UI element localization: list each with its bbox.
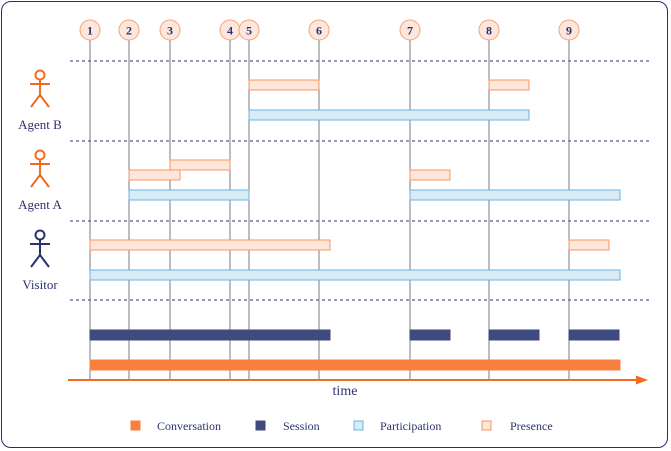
time-axis-arrow-icon [636,375,648,385]
person-head [34,69,46,81]
legend-label: Session [283,419,320,433]
marker-circle [238,19,260,41]
marker-circle [159,19,181,41]
participation-bar [248,109,530,121]
marker-circle [399,19,421,41]
marker-6: 6 [308,19,330,41]
person-leg [30,174,41,188]
legend-item-presence: Presence [481,419,553,433]
legend-label: Conversation [157,419,221,433]
marker-7: 7 [399,19,421,41]
person-icon [30,69,50,108]
presence-bar [409,169,451,181]
legend-swatch [353,420,364,431]
marker-circle [118,19,140,41]
presence-bar [169,159,231,171]
marker-label: 1 [87,24,93,38]
marker-9: 9 [558,19,580,41]
legend-item-conversation: Conversation [130,419,221,433]
person-head [34,229,46,241]
session-bar [89,329,331,341]
marker-5: 5 [238,19,260,41]
marker-circle [308,19,330,41]
session-bar [488,329,540,341]
actor-label: Agent B [18,117,62,132]
actor-agent-b: Agent B [18,69,62,132]
actor-label: Visitor [22,277,58,292]
person-head [34,149,46,161]
presence-bar [89,239,331,251]
participation-bar [409,189,621,201]
session-bar [409,329,451,341]
legend-label: Presence [510,419,553,433]
presence-bar [488,79,530,91]
marker-circle [478,19,500,41]
marker-label: 3 [167,24,173,38]
legend-label: Participation [380,419,441,433]
marker-8: 8 [478,19,500,41]
marker-label: 9 [566,24,572,38]
person-leg [30,254,41,268]
marker-1: 1 [79,19,101,41]
person-leg [39,174,50,188]
marker-3: 3 [159,19,181,41]
marker-label: 5 [246,24,252,38]
person-leg [30,94,41,108]
marker-circle [79,19,101,41]
person-leg [39,254,50,268]
actor-agent-a: Agent A [18,149,62,212]
marker-4: 4 [219,19,241,41]
presence-bar [568,239,610,251]
legend-item-participation: Participation [353,419,441,433]
legend-swatch [255,420,266,431]
marker-circle [558,19,580,41]
person-leg [39,94,50,108]
marker-label: 7 [407,24,413,38]
participation-bar [89,269,621,281]
participation-bar [128,189,250,201]
marker-label: 6 [316,24,322,38]
marker-2: 2 [118,19,140,41]
presence-bar [128,169,181,181]
marker-label: 4 [227,24,233,38]
conversation-bar [89,359,621,371]
legend-swatch [481,420,492,431]
time-axis-label: time [333,384,358,399]
marker-label: 8 [486,24,492,38]
session-bar [568,329,620,341]
person-icon [30,149,50,188]
marker-label: 2 [126,24,132,38]
person-icon [30,229,50,268]
legend-item-session: Session [255,419,320,433]
legend-swatch [130,420,141,431]
actor-visitor: Visitor [22,229,58,292]
actor-label: Agent A [18,197,62,212]
presence-bar [248,79,320,91]
